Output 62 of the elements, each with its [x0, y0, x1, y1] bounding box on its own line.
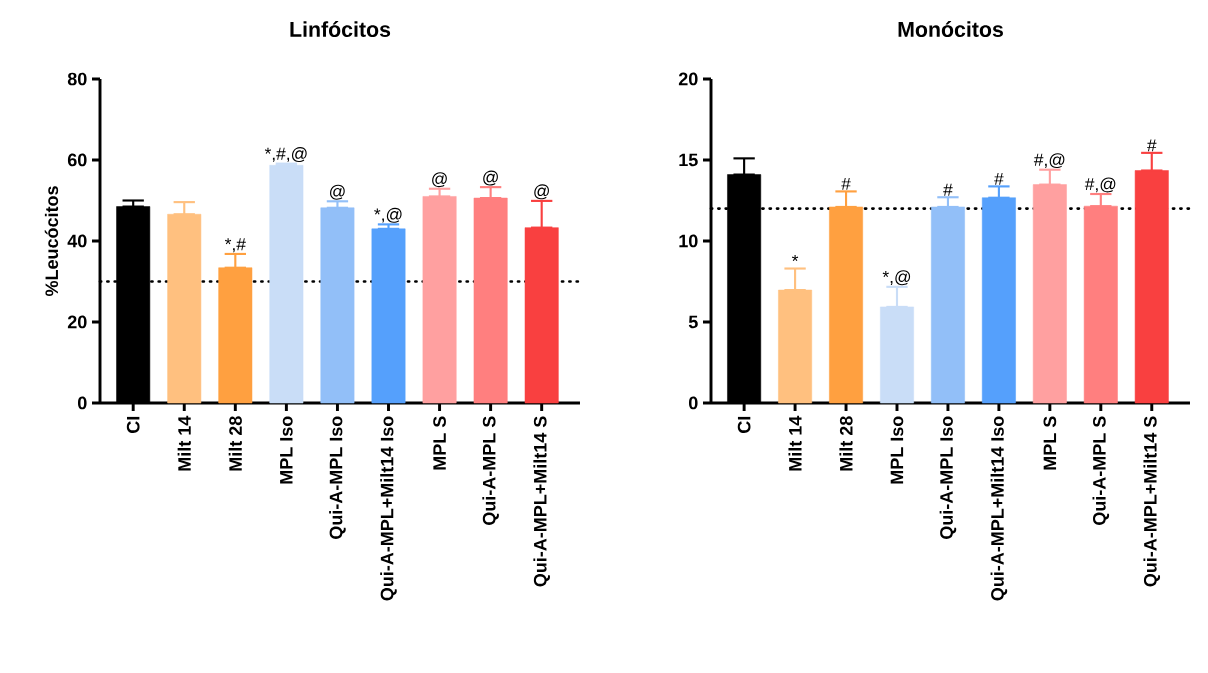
chart-title: Monócitos: [898, 21, 1003, 37]
annotation: @: [534, 184, 549, 200]
annotation: *: [791, 255, 799, 262]
x-tick-label: Qui-A-MPL Iso: [939, 416, 957, 539]
annotation: #: [841, 177, 851, 190]
y-tick-label: 20: [67, 315, 87, 329]
y-tick-label: 10: [679, 234, 698, 248]
bar: [1083, 205, 1118, 404]
y-tick-label: 15: [679, 153, 698, 167]
x-tick-label: MPL Iso: [280, 416, 293, 484]
x-tick-label: Qui-A-MPL+Milt14 Iso: [990, 416, 1008, 601]
x-tick-label: Qui-A-MPL S: [1092, 416, 1110, 525]
x-tick-label: Qui-A-MPL S: [482, 416, 499, 525]
x-tick-label: Qui-A-MPL+Milt14 S: [1143, 416, 1161, 587]
x-tick-label: Qui-A-MPL Iso: [329, 416, 346, 539]
annotation: #: [994, 172, 1004, 185]
annotation: #,@: [1084, 177, 1116, 193]
bar: [931, 206, 965, 404]
bar: [473, 197, 508, 404]
bar: [167, 213, 202, 404]
x-tick-label: Milt 28: [839, 416, 853, 471]
annotation: #: [1147, 139, 1157, 152]
y-tick-label: 60: [67, 153, 87, 167]
annotation: #,@: [1033, 153, 1065, 169]
bar: [218, 267, 253, 404]
y-axis-title: %Leucócitos: [44, 186, 59, 297]
bar: [829, 206, 863, 404]
annotation: @: [330, 184, 345, 200]
bar: [1134, 170, 1169, 404]
x-tick-label: Qui-A-MPL+Milt14 S: [533, 416, 550, 587]
chart-title: Linfócitos: [290, 21, 391, 37]
bar: [880, 306, 914, 404]
annotation: @: [483, 170, 498, 186]
y-tick-label: 20: [678, 72, 698, 86]
y-tick-label: 0: [688, 396, 698, 410]
bar: [778, 289, 813, 404]
y-tick-label: 40: [67, 234, 87, 248]
bar: [422, 196, 457, 404]
x-tick-label: MPL S: [1043, 416, 1057, 470]
bar: [981, 197, 1016, 404]
annotation: *,@: [882, 270, 911, 286]
bar: [320, 207, 355, 404]
x-tick-label: Milt 28: [228, 416, 242, 471]
bar: [269, 164, 304, 404]
annotation: @: [432, 172, 447, 188]
x-tick-label: CI: [126, 416, 140, 433]
y-tick-label: 0: [77, 396, 87, 410]
x-tick-label: MPL Iso: [890, 416, 904, 484]
x-tick-label: Milt 14: [177, 415, 191, 471]
x-tick-label: Milt 14: [788, 415, 802, 471]
annotation: *,#: [224, 238, 246, 253]
bar: [1032, 184, 1067, 404]
y-tick-label: 80: [67, 72, 87, 86]
annotation: *,@: [374, 207, 402, 223]
annotation: #: [943, 183, 953, 196]
bar: [524, 227, 559, 404]
annotation: *,#,@: [264, 147, 307, 163]
x-tick-label: CI: [737, 416, 751, 433]
x-tick-label: Qui-A-MPL+Milt14 Iso: [380, 416, 397, 601]
y-tick-label: 5: [688, 315, 698, 329]
bar: [371, 228, 406, 404]
x-tick-label: MPL S: [433, 416, 446, 470]
